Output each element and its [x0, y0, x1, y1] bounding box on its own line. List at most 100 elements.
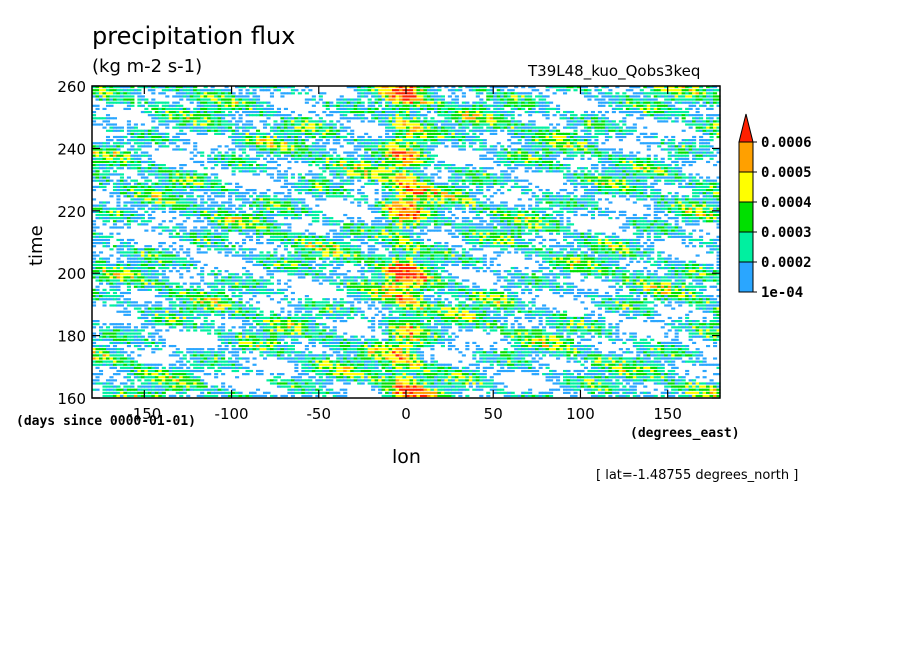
precip-cell — [653, 394, 658, 398]
precip-cell — [406, 348, 411, 351]
precip-cell — [458, 360, 463, 363]
precip-cell — [133, 344, 138, 348]
precip-cell — [468, 373, 473, 376]
precip-cell — [130, 363, 135, 366]
precip-cell — [210, 295, 215, 298]
precip-cell — [667, 394, 672, 398]
precip-cell — [685, 348, 690, 351]
precip-cell — [130, 301, 135, 304]
precip-cell — [601, 382, 606, 385]
precip-cell — [458, 282, 463, 285]
precip-cell — [249, 351, 254, 354]
precip-cell — [353, 338, 358, 341]
precip-cell — [280, 310, 285, 313]
precip-cell — [475, 363, 480, 366]
precip-cell — [419, 285, 425, 288]
precip-cell — [406, 276, 411, 279]
precip-cell — [168, 288, 173, 291]
precip-cell — [678, 354, 683, 357]
precip-cell — [318, 391, 323, 394]
precip-cell — [221, 304, 226, 307]
precip-cell — [336, 316, 341, 320]
precip-cell — [569, 285, 575, 288]
precip-cell — [388, 354, 393, 357]
precip-cell — [430, 288, 435, 291]
precip-cell — [636, 310, 641, 313]
precip-cell — [713, 276, 718, 279]
precip-cell — [329, 304, 334, 307]
precip-cell — [119, 348, 124, 351]
precip-cell — [294, 329, 299, 332]
precip-cell — [392, 273, 397, 276]
precip-cell — [615, 373, 620, 376]
precip-cell — [137, 394, 142, 398]
precip-cell — [643, 351, 648, 354]
precip-cell — [507, 279, 512, 282]
precip-cell — [346, 376, 351, 379]
precip-cell — [374, 373, 379, 376]
precip-cell — [322, 338, 327, 341]
precip-cell — [294, 363, 299, 366]
precip-cell — [126, 379, 131, 382]
precip-cell — [475, 348, 480, 351]
precip-cell — [367, 298, 372, 301]
precip-cell — [399, 332, 404, 335]
precip-cell — [168, 373, 173, 376]
precip-cell — [186, 316, 191, 320]
precip-cell — [259, 369, 264, 373]
precip-cell — [179, 373, 184, 376]
precip-cell — [416, 385, 421, 388]
precip-cell — [266, 295, 271, 298]
precip-cell — [357, 366, 362, 369]
precip-cell — [367, 285, 372, 288]
precip-cell — [406, 363, 411, 366]
precip-cell — [618, 285, 623, 288]
precip-cell — [514, 295, 519, 298]
precip-cell — [461, 382, 466, 385]
precip-cell — [367, 373, 372, 376]
precip-cell — [660, 279, 665, 282]
precip-cell — [702, 382, 707, 385]
precip-cell — [590, 354, 595, 357]
precip-cell — [587, 379, 592, 382]
precip-cell — [496, 320, 501, 323]
precip-cell — [193, 366, 198, 369]
precip-cell — [580, 357, 585, 360]
precip-cell — [269, 348, 275, 351]
precip-cell — [573, 326, 578, 329]
precip-cell — [486, 366, 491, 369]
precip-cell — [528, 360, 533, 363]
precip-cell — [186, 320, 191, 323]
precip-cell — [126, 301, 131, 304]
precip-cell — [465, 298, 470, 301]
precip-cell — [695, 304, 700, 307]
precip-cell — [646, 301, 651, 304]
precip-cell — [357, 354, 362, 357]
precip-cell — [95, 376, 100, 379]
precip-cell — [632, 279, 637, 282]
precip-cell — [545, 323, 550, 326]
precip-cell — [339, 388, 344, 391]
precip-cell — [388, 310, 393, 313]
precip-cell — [123, 388, 128, 391]
precip-cell — [144, 376, 149, 379]
precip-cell — [632, 338, 637, 341]
precip-cell — [301, 276, 306, 279]
precip-cell — [112, 323, 118, 326]
precip-cell — [545, 276, 550, 279]
precip-cell — [503, 385, 508, 388]
precip-cell — [412, 282, 418, 285]
precip-cell — [653, 276, 658, 279]
precip-cell — [315, 391, 320, 394]
precip-cell — [395, 357, 400, 360]
precip-cell — [262, 285, 268, 288]
precip-cell — [615, 338, 620, 341]
precip-cell — [545, 394, 550, 398]
precip-cell — [447, 369, 452, 373]
precip-cell — [660, 394, 665, 398]
precip-cell — [182, 388, 187, 391]
precip-cell — [615, 391, 620, 394]
precip-cell — [587, 273, 592, 276]
precip-cell — [98, 348, 104, 351]
precip-cell — [161, 376, 166, 379]
